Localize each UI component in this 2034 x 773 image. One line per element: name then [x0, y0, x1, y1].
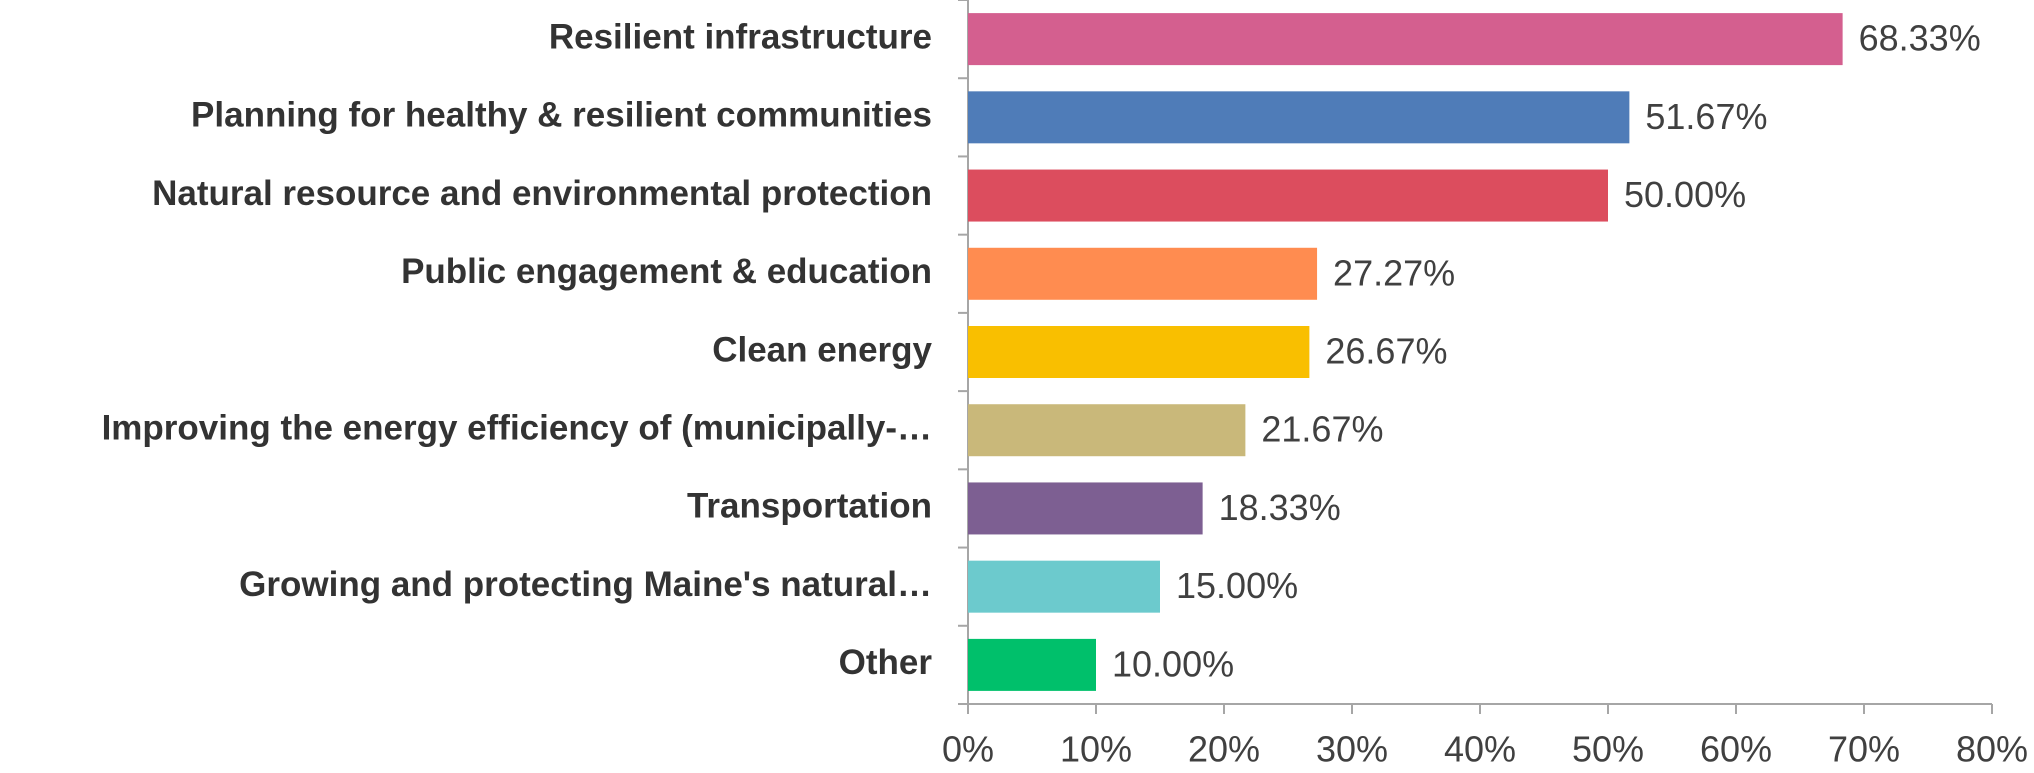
category-label: Improving the energy efficiency of (muni… — [102, 408, 932, 447]
category-label: Transportation — [687, 487, 932, 526]
bar — [968, 482, 1203, 535]
x-tick-label: 40% — [1444, 729, 1516, 770]
value-label: 10.00% — [1112, 643, 1234, 684]
x-tick-label: 10% — [1060, 729, 1132, 770]
x-tick-label: 50% — [1572, 729, 1644, 770]
category-label: Resilient infrastructure — [549, 17, 932, 56]
value-label: 15.00% — [1176, 565, 1298, 606]
value-label: 26.67% — [1325, 331, 1447, 372]
value-label: 68.33% — [1859, 18, 1981, 59]
value-label: 50.00% — [1624, 174, 1746, 215]
bar — [968, 91, 1630, 144]
bar — [968, 404, 1246, 457]
category-label: Planning for healthy & resilient communi… — [191, 96, 932, 135]
bar — [968, 638, 1096, 691]
category-label: Other — [839, 643, 933, 682]
bar — [968, 169, 1608, 222]
value-label: 21.67% — [1261, 409, 1383, 450]
value-label: 18.33% — [1219, 487, 1341, 528]
x-tick-label: 20% — [1188, 729, 1260, 770]
x-tick-label: 30% — [1316, 729, 1388, 770]
bar — [968, 560, 1160, 613]
category-label: Natural resource and environmental prote… — [152, 174, 932, 213]
bar — [968, 326, 1310, 378]
value-label: 51.67% — [1645, 96, 1767, 137]
x-tick-label: 80% — [1956, 729, 2028, 770]
bar — [968, 13, 1843, 66]
bar — [968, 247, 1318, 300]
x-tick-label: 60% — [1700, 729, 1772, 770]
category-label: Clean energy — [712, 330, 932, 369]
category-label: Public engagement & education — [401, 252, 932, 291]
category-label: Growing and protecting Maine's natural… — [239, 565, 932, 604]
x-tick-label: 0% — [942, 729, 994, 770]
x-tick-label: 70% — [1828, 729, 1900, 770]
value-label: 27.27% — [1333, 252, 1455, 293]
